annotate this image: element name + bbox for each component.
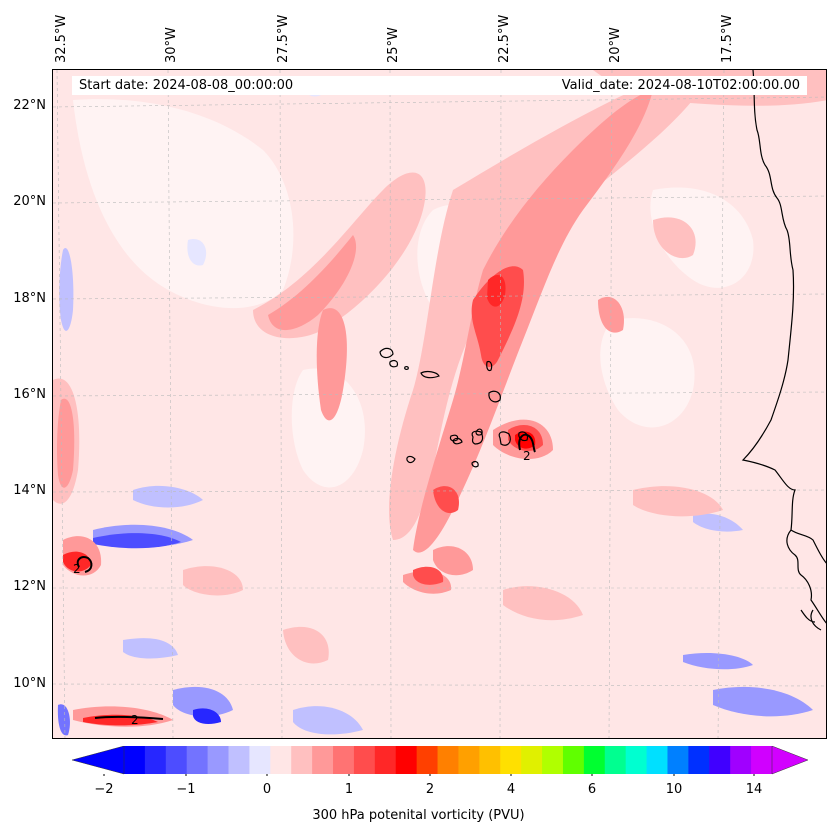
start-date-label: Start date: 2024-08-08_00:00:00 (79, 78, 294, 93)
colorbar-cell (542, 746, 564, 774)
colorbar-cell (751, 746, 773, 774)
lon-label-17-5w: 17.5°W (720, 14, 735, 63)
colorbar-label: 300 hPa potenital vorticity (PVU) (312, 808, 525, 823)
colorbar (72, 746, 808, 776)
colorbar-cell (291, 746, 313, 774)
colorbar-cell (437, 746, 459, 774)
lat-label-16n: 16°N (13, 387, 46, 402)
colorbar-tick-label: −1 (176, 782, 196, 797)
colorbar-over-arrow (771, 746, 808, 775)
colorbar-cell (333, 746, 355, 774)
colorbar-cell (625, 746, 648, 774)
date-info-bar: Start date: 2024-08-08_00:00:00 Valid_da… (72, 76, 807, 95)
colorbar-cell (374, 746, 397, 774)
colorbar-cell (604, 746, 627, 774)
contour-label: 2 (523, 449, 531, 463)
colorbar-tick-label: −2 (94, 782, 114, 797)
colorbar-cell (688, 746, 710, 774)
colorbar-tick-label: 6 (587, 782, 597, 797)
lon-label-22-5w: 22.5°W (497, 14, 512, 63)
pv-2pvu-contours (76, 433, 536, 720)
pv-near-zero-patches (73, 99, 754, 488)
colorbar-cell (353, 746, 376, 774)
lon-label-25w: 25°W (386, 27, 401, 63)
colorbar-tick-label: 4 (506, 782, 516, 797)
colorbar-cell (646, 746, 668, 774)
colorbar-cell (144, 746, 167, 774)
colorbar-cell (395, 746, 418, 774)
colorbar-cell (416, 746, 439, 774)
colorbar-cell (583, 746, 606, 774)
coastline-west-africa (741, 70, 826, 631)
lat-label-14n: 14°N (13, 483, 46, 498)
pv-negative-patches (57, 77, 813, 736)
colorbar-cell (249, 746, 271, 774)
lat-label-12n: 12°N (13, 579, 46, 594)
graticule (53, 70, 826, 738)
colorbar-cell (165, 746, 188, 774)
colorbar-tick-label: 14 (745, 782, 763, 797)
lon-label-20w: 20°W (608, 27, 623, 63)
lat-label-22n: 22°N (13, 98, 46, 113)
colorbar-cell (207, 746, 230, 774)
valid-date-label: Valid_date: 2024-08-10T02:00:00.00 (561, 78, 800, 93)
colorbar-cell (667, 746, 689, 774)
lon-label-30w: 30°W (164, 27, 179, 63)
colorbar-cell (500, 746, 522, 774)
colorbar-cell (312, 746, 334, 774)
colorbar-tick-label: 10 (665, 782, 683, 797)
colorbar-cell (709, 746, 731, 774)
colorbar-cell (521, 746, 543, 774)
lat-label-18n: 18°N (13, 291, 46, 306)
lon-label-32-5w: 32.5°W (54, 14, 69, 63)
colorbar-tick-label: 0 (262, 782, 272, 797)
lat-label-20n: 20°N (13, 194, 46, 209)
colorbar-cell (730, 746, 752, 774)
colorbar-cell (270, 746, 292, 774)
map-panel[interactable]: 2 2 2 (52, 69, 827, 739)
pv-contour-labels: 2 2 2 (73, 449, 531, 727)
colorbar-cell (562, 746, 585, 774)
colorbar-under-arrow (72, 746, 125, 775)
colorbar-tick-label: 1 (344, 782, 354, 797)
colorbar-tick-label: 2 (425, 782, 435, 797)
colorbar-cell (186, 746, 209, 774)
colorbar-cell (124, 746, 146, 774)
contour-label: 2 (131, 713, 139, 727)
lat-label-10n: 10°N (13, 676, 46, 691)
pv-field: 2 2 2 (53, 70, 826, 738)
colorbar-cells (124, 746, 773, 774)
lon-label-27-5w: 27.5°W (276, 14, 291, 63)
contour-label: 2 (73, 562, 81, 576)
cape-verde-islands (379, 347, 529, 468)
colorbar-cell (458, 746, 480, 774)
colorbar-cell (228, 746, 250, 774)
colorbar-cell (479, 746, 501, 774)
